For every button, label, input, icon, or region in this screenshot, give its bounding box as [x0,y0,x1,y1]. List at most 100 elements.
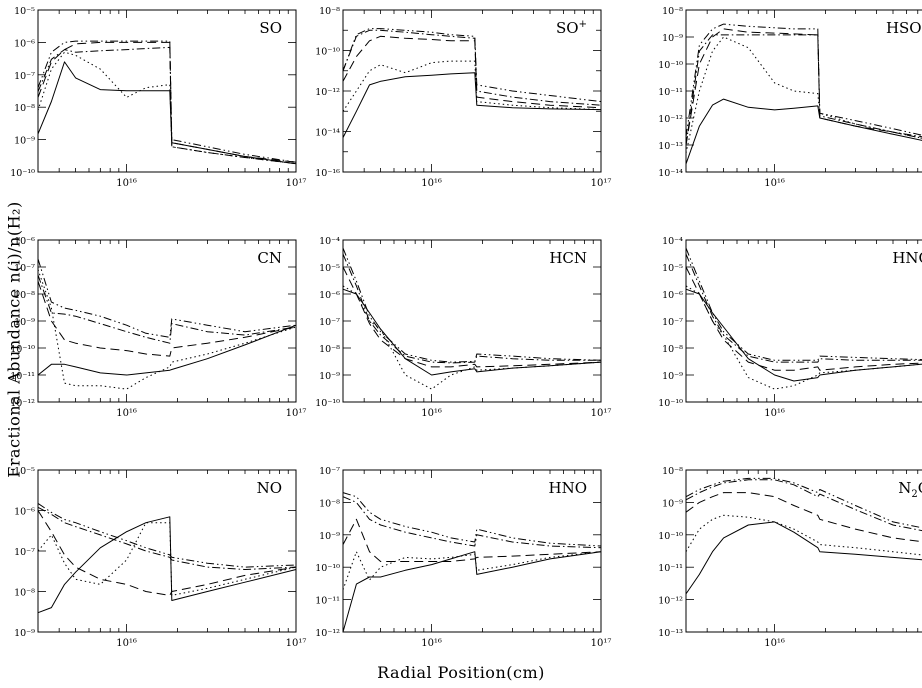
y-tick-label: 10⁻⁷ [319,466,340,477]
y-tick-label: 10⁻⁹ [14,628,35,639]
panel-frame [685,469,922,633]
series-line-dashed [37,41,297,163]
x-tick-label: 10¹⁶ [116,408,137,419]
series-line-dashed [685,28,922,146]
series-line-solid [37,516,297,614]
y-tick-label: 10⁻⁷ [662,317,683,328]
y-tick-label: 10⁻⁷ [14,547,35,558]
panel-title: CN [257,249,282,267]
series-line-solid [685,98,922,165]
series-line-solid [342,551,602,633]
y-tick-label: 10⁻⁴ [319,236,340,247]
x-tick-label: 10¹⁷ [286,638,307,649]
y-tick-label: 10⁻¹² [658,114,683,125]
y-tick-label: 10⁻¹³ [658,141,683,152]
panel-3: 10¹⁶10¹⁷10⁻¹⁴10⁻¹³10⁻¹²10⁻¹¹10⁻¹⁰10⁻⁹10⁻… [658,6,922,189]
series-line-solid [685,288,922,382]
y-tick-label: 10⁻⁵ [319,263,340,274]
x-tick-label: 10¹⁷ [591,178,612,189]
y-tick-label: 10⁻¹¹ [10,371,35,382]
y-tick-label: 10⁻⁵ [14,466,35,477]
series-line-dotted [37,51,297,165]
panel-7: 10¹⁶ 10¹⁷ 10⁻⁹ 10⁻⁸ 10⁻⁷ 10⁻⁶ 10⁻⁵ NO [14,466,306,649]
x-tick-label: 10¹⁷ [286,178,307,189]
y-tick-label: 10⁻⁸ [662,466,683,477]
y-tick-label: 10⁻⁸ [319,6,340,17]
y-tick-label: 10⁻⁹ [14,317,35,328]
y-tick-label: 10⁻¹⁰ [658,398,683,409]
series-line-dashed [37,280,297,357]
y-tick-label: 10⁻¹⁶ [315,168,340,179]
series-line-dashdot [37,274,297,344]
panel-8: 10¹⁶ 10¹⁷ 10⁻¹² 10⁻¹¹ 10⁻¹⁰ 10⁻⁹ 10⁻⁸ 10⁻⁷ HNO [315,466,611,649]
series-line-dashdotdot [37,258,297,338]
y-tick-label: 10⁻⁶ [14,507,35,518]
y-tick-label: 10⁻¹⁰ [315,563,340,574]
y-tick-label: 10⁻¹¹ [315,596,340,607]
panel-frame [342,469,602,633]
y-tick-label: 10⁻⁸ [319,344,340,355]
series-line-dotted [37,269,297,390]
panel-title: SO [259,19,282,37]
y-tick-label: 10⁻⁷ [14,71,35,82]
series-line-dashdotdot [685,477,922,529]
x-tick-label: 10¹⁶ [764,408,785,419]
series-line-dashdotdot [37,502,297,568]
y-tick-label: 10⁻⁸ [14,290,35,301]
y-tick-label: 10⁻⁹ [662,33,683,44]
series-line-dotted [342,285,602,390]
series-line-solid [342,72,602,138]
series-line-dotted [685,285,922,390]
series-line-dashed [342,266,602,368]
panel-frame [685,239,922,403]
y-tick-label: 10⁻⁸ [662,344,683,355]
y-tick-label: 10⁻¹⁰ [10,168,35,179]
series-line-dashdotdot [685,247,922,361]
x-tick-label: 10¹⁶ [764,638,785,649]
series-line-dotted [685,36,922,154]
panel-title: HNC [892,249,922,267]
series-line-dashdot [37,506,297,570]
y-tick-label: 10⁻⁶ [14,236,35,247]
series-line-dashdot [685,479,922,532]
panel-title: N2O [898,479,922,500]
series-line-dashdotdot [37,40,297,163]
x-tick-label: 10¹⁶ [421,408,442,419]
y-tick-label: 10⁻¹⁰ [315,398,340,409]
y-tick-label: 10⁻⁹ [319,371,340,382]
y-tick-label: 10⁻¹² [315,87,340,98]
y-tick-label: 10⁻⁸ [662,6,683,17]
y-tick-label: 10⁻⁵ [662,263,683,274]
y-tick-label: 10⁻¹³ [658,628,683,639]
series-line-dotted [685,514,922,556]
series-line-dashdot [685,34,922,146]
series-line-dashdot [37,46,297,165]
y-tick-label: 10⁻⁵ [14,6,35,17]
y-tick-label: 10⁻¹² [658,596,683,607]
y-tick-label: 10⁻⁶ [662,290,683,301]
series-line-dashdot [342,253,601,364]
y-tick-label: 10⁻⁷ [14,263,35,274]
x-tick-label: 10¹⁶ [764,178,785,189]
panel-1: 10¹⁶ 10¹⁷ 10⁻¹⁰ 10⁻⁹ 10⁻⁸ 10⁻⁷ 10⁻⁶ 10⁻⁵ SO [10,6,306,189]
panel-2: 10¹⁶ 10¹⁷ 10⁻¹⁶ 10⁻¹⁴ 10⁻¹² 10⁻¹⁰ 10⁻⁸ SO+ [315,6,611,189]
y-tick-label: 10⁻⁸ [14,588,35,599]
panel-4: 10¹⁶ 10¹⁷ 10⁻¹² 10⁻¹¹ 10⁻¹⁰ 10⁻⁹ 10⁻⁸ 10⁻⁷ 10⁻⁶ C… [10,236,306,419]
y-tick-label: 10⁻⁷ [319,317,340,328]
x-tick-label: 10¹⁶ [116,638,137,649]
series-line-dashdotdot [342,247,602,363]
x-tick-label: 10¹⁶ [421,178,442,189]
series-line-dashdotdot [342,28,602,103]
x-axis-label: Radial Position(cm) [377,663,545,682]
y-axis-label: Fractional Abundance n(i)/n(H₂) [4,201,24,478]
series-line-dashdotdot [342,492,602,547]
panel-title: HCN [549,249,587,267]
y-tick-label: 10⁻⁴ [662,236,683,247]
panel-title: NO [257,479,282,497]
series-line-dashed [685,492,922,543]
series-line-solid [37,61,297,165]
y-tick-label: 10⁻¹⁰ [658,60,683,71]
y-tick-label: 10⁻¹⁰ [10,344,35,355]
